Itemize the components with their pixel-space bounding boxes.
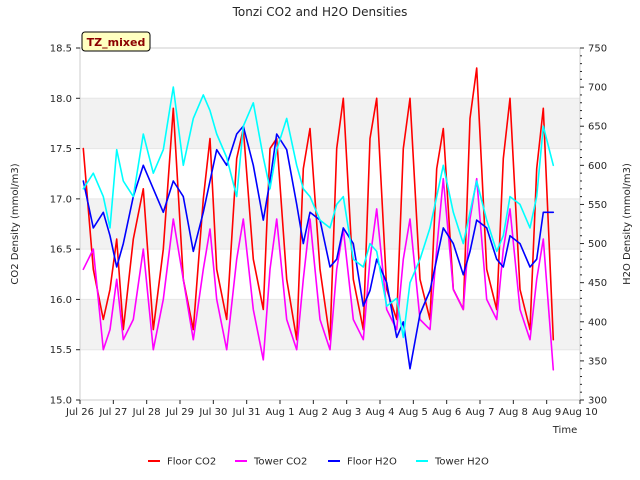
y-left-tick-label: 17.0	[50, 194, 72, 205]
y-axis-left-title: CO2 Density (mmol/m3)	[10, 163, 21, 284]
background-band	[80, 98, 580, 149]
y-left-tick-label: 18.5	[50, 44, 72, 55]
x-tick-label: Aug 3	[332, 407, 361, 418]
x-tick-label: Aug 6	[432, 407, 461, 418]
y-left-tick-label: 17.5	[50, 144, 72, 155]
legend-label: Floor H2O	[347, 457, 397, 468]
x-tick-label: Jul 26	[65, 407, 94, 418]
plot-area-frame	[79, 47, 581, 401]
x-tick-label: Aug 4	[365, 407, 394, 418]
y-right-tick-label: 350	[588, 356, 607, 367]
x-tick-label: Jul 27	[98, 407, 127, 418]
x-tick-label: Aug 2	[299, 407, 328, 418]
y-axis-right: 300 350 400 450 500 550 600 650 700 750	[580, 44, 607, 407]
x-tick-label: Aug 9	[532, 407, 561, 418]
x-tick-label: Jul 31	[232, 407, 261, 418]
x-tick-label: Jul 28	[132, 407, 161, 418]
series-line-tower-h2o	[82, 86, 555, 339]
x-tick-label: Aug 8	[499, 407, 528, 418]
y-axis-left: 15.0 15.5 16.0 16.5 17.0 17.5 18.0 18.5	[50, 44, 80, 407]
x-axis: Jul 26 Jul 27 Jul 28 Jul 29 Jul 30 Jul 31 Aug …	[65, 400, 598, 418]
y-left-tick-label: 16.5	[50, 245, 72, 256]
y-right-tick-label: 400	[588, 317, 607, 328]
y-right-tick-label: 700	[588, 83, 607, 94]
y-left-tick-label: 15.5	[50, 345, 72, 356]
series-line-floor-co2	[82, 67, 555, 341]
y-left-tick-label: 16.0	[50, 295, 72, 306]
y-right-tick-label: 450	[588, 278, 607, 289]
y-axis-right-title: H2O Density (mmol/m3)	[622, 163, 633, 285]
x-tick-label: Aug 7	[465, 407, 494, 418]
y-right-tick-label: 750	[588, 44, 607, 55]
series-layer	[82, 67, 555, 371]
chart-title: Tonzi CO2 and H2O Densities	[232, 5, 408, 19]
series-line-floor-h2o	[82, 125, 555, 370]
legend: Floor CO2 Tower CO2 Floor H2O Tower H2O	[148, 457, 489, 468]
annotation-text: TZ_mixed	[87, 36, 146, 49]
y-right-tick-label: 600	[588, 161, 607, 172]
x-tick-label: Aug 5	[399, 407, 428, 418]
x-tick-label: Jul 29	[165, 407, 194, 418]
x-tick-label: Aug 1	[265, 407, 294, 418]
y-left-tick-label: 18.0	[50, 94, 72, 105]
legend-label: Tower H2O	[434, 457, 489, 468]
annotation-box	[81, 31, 151, 52]
annotation-badge: TZ_mixed	[81, 31, 151, 52]
y-left-tick-label: 15.0	[50, 396, 72, 407]
x-axis-title: Time	[552, 425, 577, 436]
y-right-tick-label: 650	[588, 122, 607, 133]
y-right-tick-label: 500	[588, 239, 607, 250]
legend-label: Tower CO2	[253, 457, 307, 468]
x-tick-label: Aug 10	[562, 407, 597, 418]
x-tick-label: Jul 30	[198, 407, 227, 418]
y-right-tick-label: 550	[588, 200, 607, 211]
legend-label: Floor CO2	[167, 457, 216, 468]
y-right-tick-label: 300	[588, 396, 607, 407]
